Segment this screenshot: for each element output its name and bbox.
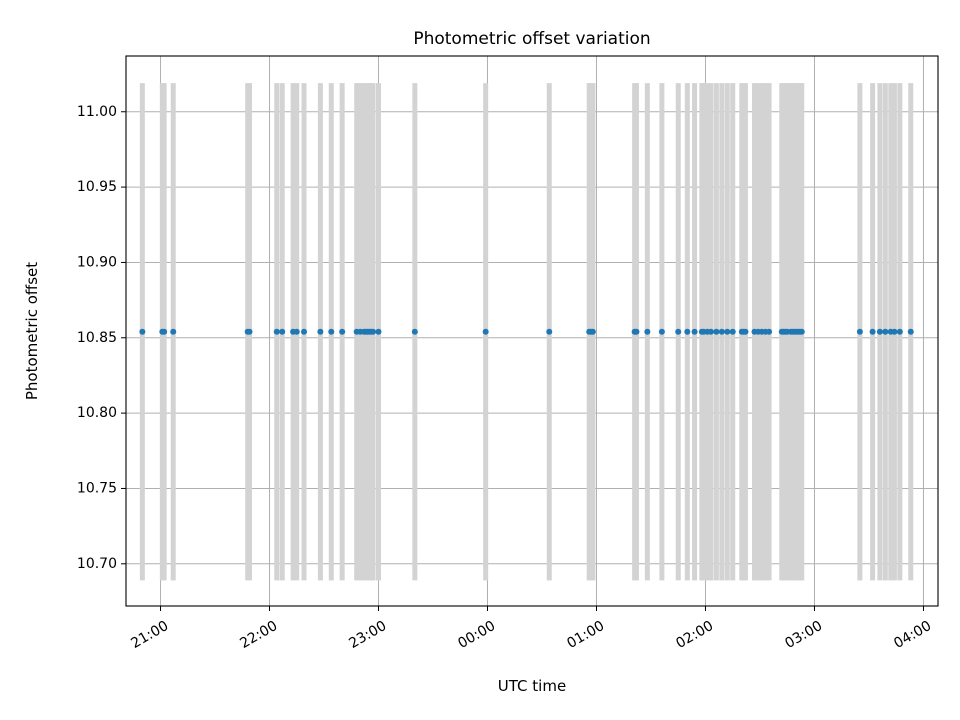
data-point	[546, 328, 553, 335]
data-point	[891, 328, 898, 335]
point-layer	[139, 328, 914, 335]
data-point	[375, 328, 382, 335]
data-point	[633, 328, 640, 335]
data-point	[691, 328, 698, 335]
y-tick-label: 10.90	[77, 254, 117, 270]
data-point	[644, 328, 651, 335]
data-point	[766, 328, 773, 335]
data-point	[170, 328, 177, 335]
data-point	[718, 328, 725, 335]
data-point	[856, 328, 863, 335]
data-point	[370, 328, 377, 335]
data-point	[482, 328, 489, 335]
y-tick-label: 11.00	[77, 104, 117, 120]
chart-title: Photometric offset variation	[413, 29, 650, 49]
data-point	[707, 328, 714, 335]
data-point	[139, 328, 146, 335]
data-point	[724, 328, 731, 335]
y-axis-ticks: 10.70 10.75 10.80 10.85 10.90 10.95 11.00	[77, 104, 126, 572]
data-point	[684, 328, 691, 335]
y-tick-label: 10.70	[77, 556, 117, 572]
data-point	[882, 328, 889, 335]
y-tick-label: 10.85	[77, 330, 117, 346]
x-axis-label: UTC time	[498, 677, 566, 695]
axes-frame	[125, 55, 939, 607]
data-point	[246, 328, 253, 335]
data-point	[798, 328, 805, 335]
data-point	[301, 328, 308, 335]
data-point	[328, 328, 335, 335]
data-point	[729, 328, 736, 335]
data-point	[675, 328, 682, 335]
data-point	[896, 328, 903, 335]
data-point	[869, 328, 876, 335]
data-point	[339, 328, 346, 335]
data-point	[742, 328, 749, 335]
data-point	[279, 328, 286, 335]
data-point	[411, 328, 418, 335]
y-axis-label: Photometric offset	[23, 262, 41, 400]
data-point	[907, 328, 914, 335]
data-point	[589, 328, 596, 335]
data-point	[161, 328, 168, 335]
data-point	[317, 328, 324, 335]
y-tick-label: 10.75	[77, 480, 117, 496]
data-point	[658, 328, 665, 335]
y-tick-label: 10.95	[77, 179, 117, 195]
y-tick-label: 10.80	[77, 405, 117, 421]
data-point	[293, 328, 300, 335]
data-point	[273, 328, 280, 335]
data-point	[713, 328, 720, 335]
data-point	[876, 328, 883, 335]
